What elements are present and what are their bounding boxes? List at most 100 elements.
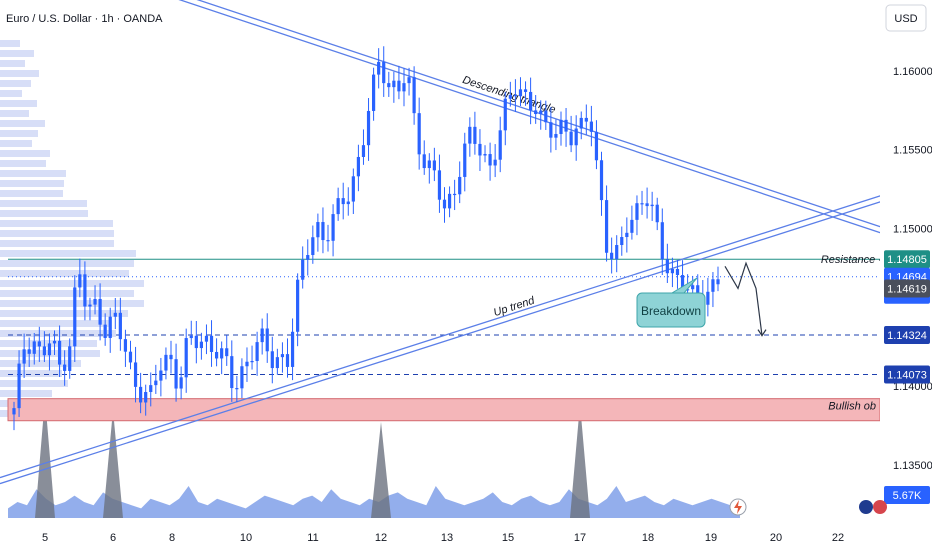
level-badge-box xyxy=(884,365,930,384)
x-tick: 10 xyxy=(240,532,252,544)
resistance-badge-text: 1.14805 xyxy=(887,254,927,266)
candle-body xyxy=(670,268,675,274)
profile-bar xyxy=(0,280,144,287)
candle-body xyxy=(270,351,274,369)
x-tick: 12 xyxy=(375,532,387,544)
y-tick-labels: 1.16000 1.15500 1.15000 1.14000 1.13500 xyxy=(893,66,932,472)
price-axis: USD 1.160001.155001.150001.140001.13500 … xyxy=(880,0,932,550)
candle-body xyxy=(610,252,614,260)
x-tick: 15 xyxy=(502,532,514,544)
volume-area xyxy=(8,398,740,518)
candle-body xyxy=(57,340,62,365)
breakdown-callout[interactable]: Breakdown xyxy=(636,277,706,328)
candle-body xyxy=(417,113,421,155)
candle-body xyxy=(513,94,518,97)
candle-body xyxy=(22,349,26,364)
candle-body xyxy=(544,110,548,123)
candle-body xyxy=(68,346,72,371)
candle-body xyxy=(336,198,340,215)
candle-body xyxy=(422,154,426,169)
candle-body xyxy=(73,287,77,347)
candle-body xyxy=(711,279,715,292)
candle-body xyxy=(493,159,497,166)
candle-body xyxy=(604,200,609,253)
trendline-edge xyxy=(196,0,887,230)
candle-body xyxy=(366,110,371,146)
candle-body xyxy=(549,122,553,138)
candle-body xyxy=(675,268,680,276)
candle-body xyxy=(326,240,330,242)
candle-body xyxy=(407,77,411,84)
candle-body xyxy=(529,91,533,111)
candle-body xyxy=(189,335,193,339)
candle-body xyxy=(574,128,578,146)
candle-body xyxy=(564,119,568,132)
candle-body xyxy=(377,61,381,75)
level-badge-box xyxy=(884,326,930,345)
candle-body xyxy=(194,335,198,349)
candle-body xyxy=(518,89,523,97)
candle-body xyxy=(371,74,376,111)
bottom-icons[interactable] xyxy=(729,498,887,516)
candle-body xyxy=(696,285,700,296)
candle-body xyxy=(123,339,128,352)
candle-body xyxy=(133,362,138,387)
prev-close-badge-box xyxy=(884,279,930,298)
candle-body xyxy=(599,160,604,201)
bullish-ob-label: Bullish ob xyxy=(828,401,876,413)
profile-bar xyxy=(0,290,134,297)
profile-bar xyxy=(0,250,136,257)
candle-body xyxy=(539,110,543,115)
candle-body xyxy=(655,204,659,223)
candle-body xyxy=(179,377,183,389)
candle-body xyxy=(453,193,457,196)
candle-body xyxy=(615,245,619,260)
candle-body xyxy=(341,198,345,205)
candle-body xyxy=(311,237,315,256)
resistance-badge-box xyxy=(884,250,930,269)
candle-body xyxy=(579,117,583,129)
profile-bar xyxy=(0,150,50,157)
candle-body xyxy=(184,338,188,378)
candle-body xyxy=(220,348,224,359)
candle-body xyxy=(716,279,720,285)
profile-bar xyxy=(0,70,39,77)
candle-body xyxy=(392,80,396,88)
candle-body xyxy=(427,160,431,169)
profile-bar xyxy=(0,90,22,97)
candle-body xyxy=(306,255,310,260)
candle-body xyxy=(285,354,290,367)
candle-body xyxy=(139,386,143,403)
candle-body xyxy=(52,340,57,344)
candle-body xyxy=(680,275,685,290)
breakdown-callout-box xyxy=(636,292,706,328)
profile-bar xyxy=(0,130,38,137)
candle-body xyxy=(118,312,122,340)
volume-badge-text: 5.67K xyxy=(893,490,922,502)
candle-body xyxy=(534,110,538,115)
profile-bar xyxy=(0,170,66,177)
candle-body xyxy=(645,203,649,207)
candle-body xyxy=(706,291,710,305)
volume-spike xyxy=(103,410,123,518)
candle-body xyxy=(164,354,168,371)
x-tick: 18 xyxy=(642,532,654,544)
candle-body xyxy=(37,341,41,347)
candle-body xyxy=(159,370,163,381)
candle-body xyxy=(280,354,285,358)
x-tick: 19 xyxy=(705,532,717,544)
y-tick: 1.16000 xyxy=(893,66,932,78)
profile-bar xyxy=(0,200,87,207)
candle-body xyxy=(640,203,644,205)
symbol-title[interactable]: Euro / U.S. Dollar · 1h · OANDA xyxy=(6,13,163,25)
bullish-ob-zone xyxy=(7,398,881,422)
candle-body xyxy=(447,193,452,209)
profile-bar xyxy=(0,140,32,147)
candle-body xyxy=(478,143,482,156)
currency-button[interactable] xyxy=(885,4,927,32)
candle-body xyxy=(620,237,624,246)
profile-bar xyxy=(0,110,29,117)
candle-body xyxy=(660,222,664,260)
